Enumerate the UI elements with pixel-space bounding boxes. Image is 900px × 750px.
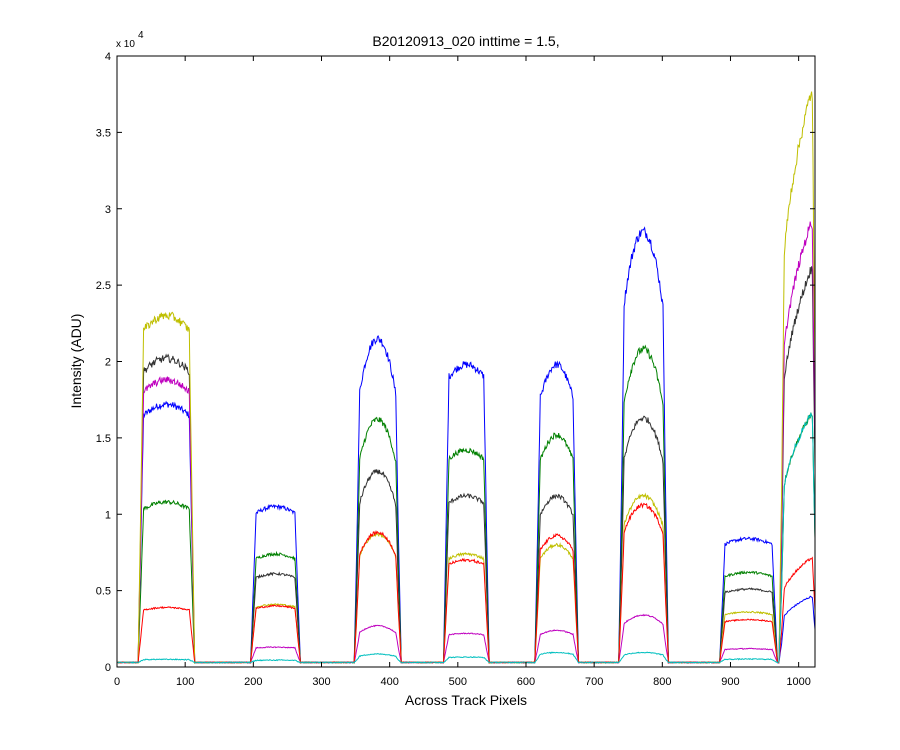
chart-title: B20120913_020 inttime = 1.5, [372,33,559,49]
plot-area [117,56,815,667]
y-axis-label: Intensity (ADU) [68,314,84,409]
x-tick-label: 500 [449,676,467,688]
x-tick-label: 400 [380,676,398,688]
y-tick-label: 0.5 [96,586,111,598]
y-scale-exponent: 4 [138,30,144,41]
x-tick-label: 700 [585,676,603,688]
x-tick-label: 200 [244,676,262,688]
x-tick-label: 900 [721,676,739,688]
x-axis-label: Across Track Pixels [405,692,527,708]
x-tick-label: 0 [114,676,120,688]
y-tick-label: 0 [105,662,111,674]
series-line-7 [117,412,816,664]
y-tick-label: 3.5 [96,127,111,139]
y-tick-label: 1 [105,509,111,521]
y-scale-multiplier: x 10 [116,39,135,50]
x-tick-label: 800 [653,676,671,688]
x-tick-label: 100 [176,676,194,688]
x-tick-label: 300 [312,676,330,688]
x-tick-label: 600 [517,676,535,688]
y-tick-label: 2.5 [96,280,111,292]
x-tick-label: 1000 [786,676,810,688]
y-tick-label: 2 [105,357,111,369]
series-layer [117,91,816,665]
tick-layer: 0 100 200 300 400 500 600 700 800 900 1000 0 0.5 1 1.5… [96,51,815,688]
y-tick-label: 1.5 [96,433,111,445]
y-tick-label: 3 [105,204,111,216]
y-tick-label: 4 [105,51,111,63]
